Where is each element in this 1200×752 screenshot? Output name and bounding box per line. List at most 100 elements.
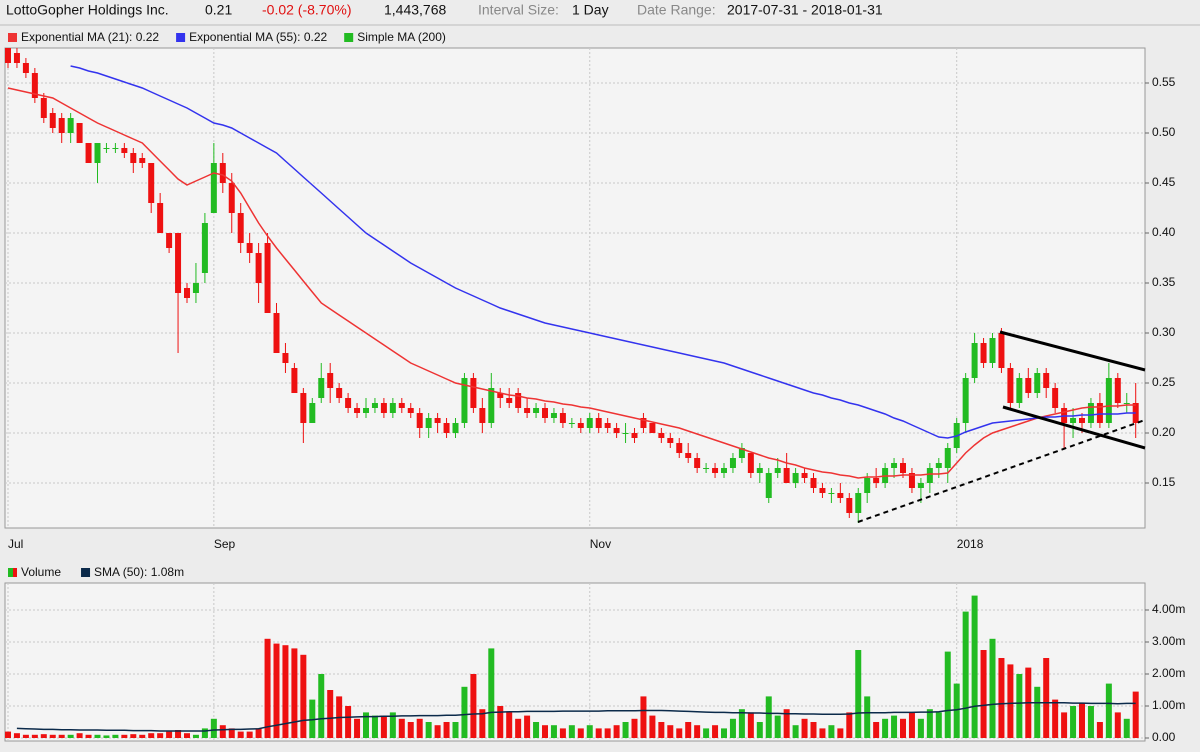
candle-body	[58, 118, 65, 133]
volume-bar	[855, 650, 862, 738]
candle-body	[1123, 403, 1130, 404]
candle-body	[837, 493, 844, 498]
volume-bar	[792, 725, 799, 738]
candle-body	[658, 433, 665, 438]
candle-body	[443, 423, 450, 433]
volume-bar	[846, 712, 853, 738]
volume-bar	[649, 715, 656, 738]
volume-bar	[774, 715, 781, 738]
trend-line	[857, 419, 1146, 523]
candle-body	[935, 463, 942, 468]
volume-bar	[192, 734, 199, 738]
candle-body	[264, 243, 271, 313]
candle-body	[1096, 403, 1103, 423]
volume-bar	[1087, 706, 1094, 738]
candle-body	[864, 478, 871, 493]
volume-bar	[667, 725, 674, 738]
volume-bar	[873, 722, 880, 738]
legend-label: SMA (50): 1.08m	[94, 565, 184, 579]
volume-bar	[1052, 699, 1059, 738]
candle-body	[130, 153, 137, 163]
candle-body	[1087, 403, 1094, 423]
volume-bar	[631, 718, 638, 738]
candle-body	[175, 233, 182, 293]
volume-bar	[891, 715, 898, 738]
candle-body	[327, 373, 334, 388]
candle-body	[345, 398, 352, 408]
volume-bar	[237, 731, 244, 738]
legend-label: Volume	[21, 565, 61, 579]
volume-bar	[210, 718, 217, 738]
plot-layer: 0.15 0.20 0.25 0.30 0.35 0.40 0.45 0.50 0.55 0.00…	[5, 30, 1185, 744]
candle-body	[148, 163, 155, 203]
volume-bar	[461, 686, 468, 738]
volume-bar	[371, 715, 378, 738]
volume-bar	[882, 718, 889, 738]
candle-body	[192, 283, 199, 293]
candle-body	[210, 163, 217, 213]
candle-body	[300, 393, 307, 423]
volume-bar	[962, 611, 969, 738]
volume-bar	[595, 728, 602, 738]
candle-body	[1105, 378, 1112, 423]
candle-body	[497, 393, 504, 398]
candle-body	[94, 143, 101, 163]
volume-bar	[1132, 691, 1139, 738]
y-tick-label: 0.30	[1152, 325, 1176, 339]
candle-body	[416, 413, 423, 428]
candle-body	[622, 433, 629, 434]
volume-bar	[998, 658, 1005, 738]
candle-body	[801, 473, 808, 478]
volume-bar	[201, 728, 208, 738]
candle-body	[40, 98, 47, 118]
candle-body	[694, 458, 701, 468]
y-tick-label: 1.00m	[1152, 698, 1185, 712]
candle-body	[219, 163, 226, 183]
volume-bar	[1123, 718, 1130, 738]
volume-bar	[712, 725, 719, 738]
candle-body	[139, 158, 146, 163]
y-tick-label: 0.40	[1152, 225, 1176, 239]
volume-bar	[604, 728, 611, 738]
candle-body	[550, 413, 557, 418]
volume-bar	[1070, 706, 1077, 738]
y-tick-label: 0.25	[1152, 375, 1176, 389]
volume-bar	[703, 728, 710, 738]
volume-bar	[971, 595, 978, 738]
volume-bar	[550, 725, 557, 738]
volume-bar	[452, 722, 459, 738]
candle-body	[712, 468, 719, 473]
legend-swatch	[8, 33, 17, 42]
volume-bar	[309, 699, 316, 738]
candle-body	[479, 408, 486, 423]
candle-body	[282, 353, 289, 363]
volume-bar	[282, 645, 289, 738]
volume-bar	[345, 706, 352, 738]
volume-bar	[219, 725, 226, 738]
y-tick-label: 0.35	[1152, 275, 1176, 289]
volume-bar	[300, 654, 307, 738]
volume-bar	[577, 728, 584, 738]
candle-body	[729, 458, 736, 468]
candle-body	[273, 313, 280, 353]
candle-body	[67, 118, 74, 133]
candle-body	[738, 448, 745, 458]
candle-body	[228, 183, 235, 213]
volume-bar	[819, 728, 826, 738]
candle-body	[1016, 378, 1023, 403]
x-tick-label: Sep	[214, 537, 236, 551]
candle-body	[398, 403, 405, 408]
volume-bar	[407, 722, 414, 738]
candle-body	[1034, 373, 1041, 393]
candle-body	[112, 148, 119, 149]
volume-bar	[935, 712, 942, 738]
ticker-title: LottoGopher Holdings Inc.	[6, 2, 169, 18]
volume-bar	[944, 651, 951, 738]
volume-bar	[327, 690, 334, 738]
volume-bar	[1105, 683, 1112, 738]
volume-bar	[533, 722, 540, 738]
candle-body	[354, 408, 361, 413]
volume-bar	[1096, 722, 1103, 738]
candle-body	[309, 403, 316, 423]
